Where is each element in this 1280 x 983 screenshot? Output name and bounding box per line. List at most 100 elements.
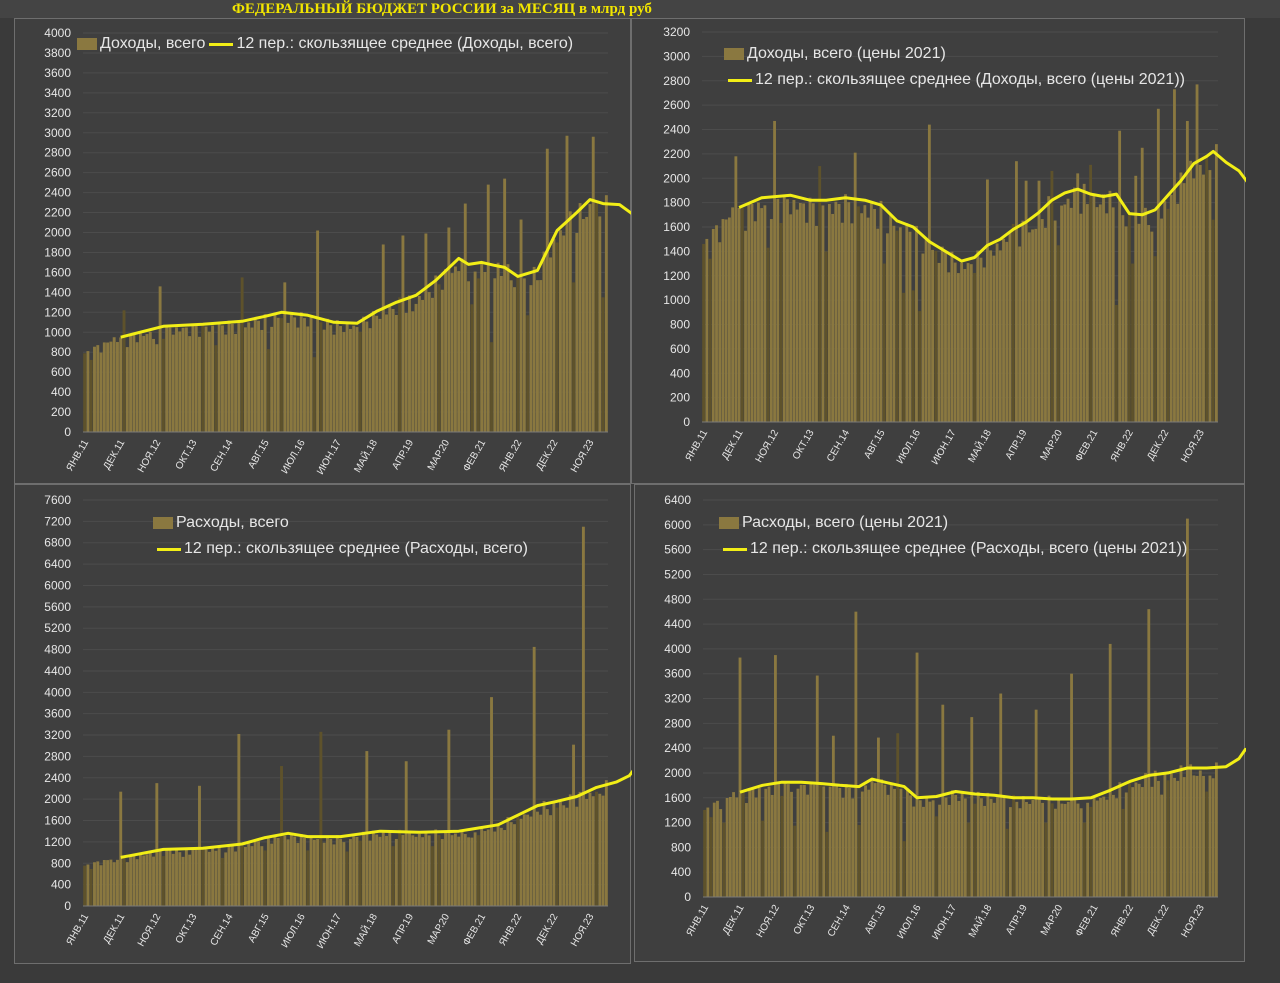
- moving-average-line: [739, 747, 1246, 801]
- bar: [822, 786, 826, 897]
- bar: [99, 865, 103, 906]
- bar: [499, 275, 503, 432]
- bar: [549, 815, 553, 906]
- bar: [434, 829, 438, 906]
- bar: [388, 306, 392, 432]
- bar: [1015, 161, 1018, 422]
- bar: [578, 791, 582, 906]
- y-tick-label: 400: [671, 865, 691, 879]
- bar: [227, 844, 231, 906]
- bar: [1060, 205, 1063, 422]
- bar: [983, 805, 987, 897]
- bar: [802, 203, 805, 422]
- bar: [1037, 798, 1041, 897]
- bar: [214, 850, 218, 906]
- bar: [188, 336, 192, 432]
- bar: [532, 646, 536, 906]
- bar: [931, 249, 934, 422]
- x-tick-label: ДЕК.22: [1145, 428, 1171, 463]
- x-tick-label: МАР.20: [1039, 428, 1066, 463]
- bar: [447, 729, 451, 906]
- moving-average-line: [738, 149, 1246, 263]
- bar: [595, 201, 598, 432]
- bar: [253, 840, 257, 906]
- bar: [1150, 231, 1154, 422]
- bar: [1189, 160, 1192, 422]
- x-tick-label: СЕН.14: [209, 438, 236, 474]
- bar: [509, 280, 513, 432]
- bar-legend-label: Доходы, всего: [100, 35, 206, 52]
- bar: [368, 840, 372, 906]
- bar: [385, 314, 388, 432]
- bar: [161, 338, 165, 432]
- bar: [1156, 108, 1160, 422]
- bar: [378, 318, 382, 432]
- x-tick-label: ДЕК.22: [1145, 903, 1171, 938]
- y-tick-label: 5600: [664, 543, 691, 557]
- bar-legend-label: Расходы, всего (цены 2021): [742, 514, 949, 531]
- bar: [1047, 795, 1051, 897]
- line-legend-label: 12 пер.: скользящее среднее (Доходы, все…: [755, 71, 1185, 88]
- x-tick-label: АВГ.15: [246, 438, 271, 471]
- x-tick-label: НОЯ.12: [755, 903, 783, 940]
- x-tick-label: ЯНВ.22: [497, 912, 524, 948]
- bar: [1124, 226, 1128, 422]
- bar: [947, 272, 951, 422]
- x-tick-label: МАР.20: [1039, 903, 1066, 938]
- bar: [490, 342, 493, 432]
- bar: [915, 225, 918, 422]
- bar: [148, 331, 152, 432]
- bar: [786, 199, 789, 422]
- bar: [204, 849, 208, 906]
- bar: [1044, 822, 1048, 897]
- bar: [230, 323, 234, 432]
- bar: [604, 780, 608, 906]
- y-tick-label: 400: [51, 878, 71, 892]
- bar: [783, 781, 787, 897]
- bar: [460, 829, 464, 906]
- bar: [1005, 828, 1009, 897]
- line-legend-label: 12 пер.: скользящее среднее (Расходы, вс…: [184, 540, 528, 557]
- line-legend-swatch: [157, 547, 181, 551]
- bar: [326, 318, 329, 432]
- bar: [767, 786, 771, 897]
- bar: [490, 697, 493, 906]
- bar: [1134, 782, 1138, 897]
- bar: [296, 843, 300, 906]
- bar: [806, 794, 810, 897]
- bar: [1005, 241, 1009, 422]
- y-tick-label: 3200: [663, 25, 690, 39]
- bar: [207, 851, 211, 906]
- page-title: ФЕДЕРАЛЬНЫЙ БЮДЖЕТ РОССИИ за МЕСЯЦ в млр…: [232, 1, 652, 17]
- y-tick-label: 600: [51, 365, 71, 379]
- bar: [165, 325, 169, 432]
- bar: [844, 783, 848, 897]
- y-tick-label: 3400: [44, 86, 71, 100]
- x-tick-label: АПР.19: [390, 912, 416, 946]
- bar: [181, 327, 185, 432]
- bar: [234, 333, 238, 432]
- bar: [427, 835, 431, 906]
- bar: [1108, 643, 1112, 897]
- bar: [296, 327, 300, 432]
- bar: [893, 788, 896, 897]
- bar: [519, 219, 523, 432]
- bar: [539, 280, 543, 432]
- bar: [883, 784, 887, 897]
- bar: [1169, 194, 1173, 422]
- bar: [877, 737, 880, 897]
- bar: [1144, 773, 1147, 897]
- bar: [414, 836, 418, 906]
- bar: [352, 836, 356, 906]
- bar: [224, 852, 228, 906]
- bar: [289, 312, 293, 432]
- chart-legend: Расходы, всего (цены 2021) 12 пер.: скол…: [719, 510, 1187, 562]
- y-tick-label: 800: [670, 318, 690, 332]
- bar: [1050, 170, 1054, 422]
- bar: [831, 735, 835, 897]
- y-tick-label: 5200: [664, 567, 691, 581]
- bar: [217, 324, 221, 432]
- bar: [1021, 796, 1025, 897]
- bar: [905, 223, 909, 422]
- bar: [463, 833, 467, 906]
